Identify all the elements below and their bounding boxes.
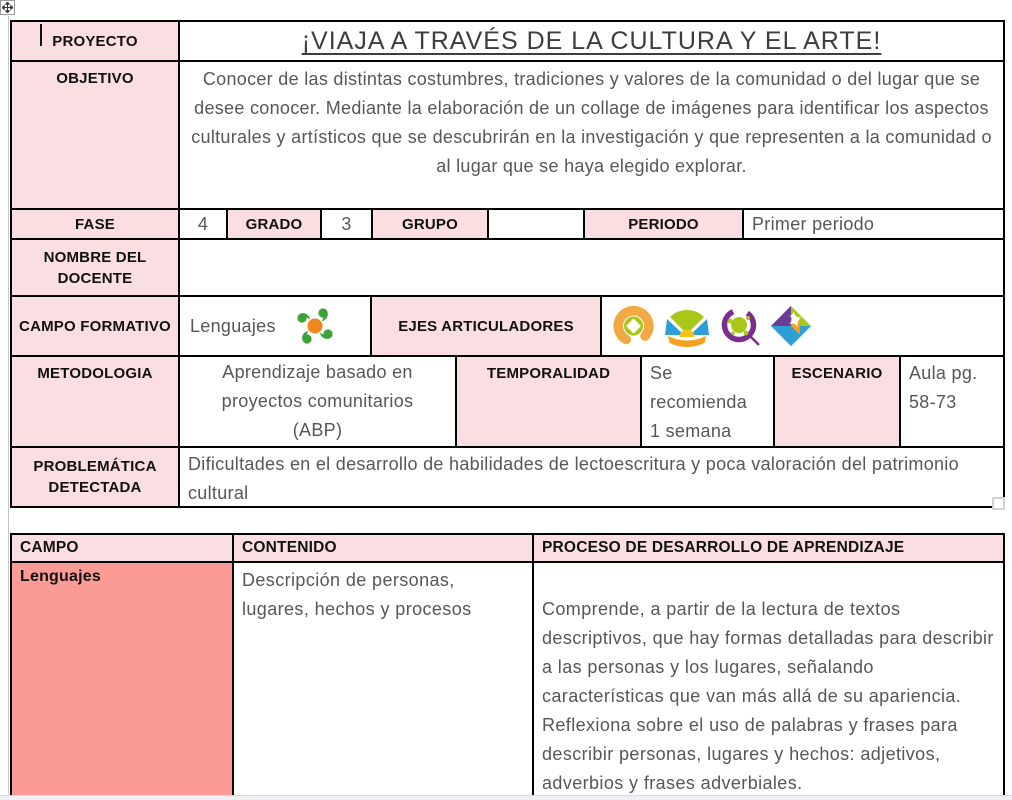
ejes-label-cell[interactable]: EJES ARTICULADORES bbox=[370, 297, 600, 355]
row-campo-formativo: CAMPO FORMATIVO Lenguajes EJES ARTICULAD… bbox=[12, 295, 1003, 355]
grupo-value-cell[interactable] bbox=[487, 210, 583, 238]
project-title: ¡VIAJA A TRAVÉS DE LA CULTURA Y EL ARTE! bbox=[301, 26, 882, 55]
campo-formativo-value-cell[interactable]: Lenguajes bbox=[178, 297, 370, 355]
row-docente: NOMBRE DEL DOCENTE bbox=[12, 238, 1003, 295]
campo-value-cell[interactable]: Lenguajes bbox=[12, 563, 232, 800]
campo-formativo-value: Lenguajes bbox=[190, 315, 276, 336]
periodo-label: PERIODO bbox=[628, 215, 699, 233]
grupo-label: GRUPO bbox=[401, 215, 458, 233]
content-body-row: Lenguajes Descripción de personas, lugar… bbox=[12, 561, 1003, 800]
ejes-articuladores-label: EJES ARTICULADORES bbox=[398, 317, 574, 335]
metodologia-label-cell[interactable]: METODOLOGIA bbox=[12, 357, 178, 446]
docente-label: NOMBRE DEL DOCENTE bbox=[43, 248, 147, 287]
contenido-value-cell[interactable]: Descripción de personas, lugares, hechos… bbox=[232, 563, 532, 800]
interculturalidad-fan-icon bbox=[665, 309, 709, 347]
grupo-label-cell[interactable]: GRUPO bbox=[371, 210, 487, 238]
periodo-label-cell[interactable]: PERIODO bbox=[583, 210, 742, 238]
problematica-label-cell[interactable]: PROBLEMÁTICA DETECTADA bbox=[12, 448, 178, 506]
proyecto-label: PROYECTO bbox=[52, 32, 138, 50]
text-cursor-caret bbox=[40, 24, 42, 46]
grado-value: 3 bbox=[341, 213, 352, 234]
proceso-header: PROCESO DE DESARROLLO DE APRENDIZAJE bbox=[542, 539, 905, 556]
objetivo-value-cell[interactable]: Conocer de las distintas costumbres, tra… bbox=[178, 62, 1003, 208]
row-proyecto: PROYECTO ¡VIAJA A TRAVÉS DE LA CULTURA Y… bbox=[12, 22, 1003, 60]
project-info-table: PROYECTO ¡VIAJA A TRAVÉS DE LA CULTURA Y… bbox=[10, 20, 1005, 508]
contenido-header-cell[interactable]: CONTENIDO bbox=[232, 535, 532, 561]
campo-value: Lenguajes bbox=[20, 568, 101, 585]
proceso-value-cell[interactable]: Comprende, a partir de la lectura de tex… bbox=[532, 563, 1003, 800]
escenario-value-cell[interactable]: Aula pg. 58-73 bbox=[899, 357, 1003, 446]
temporalidad-value: Se recomienda 1 semana bbox=[650, 363, 748, 441]
objetivo-text: Conocer de las distintas costumbres, tra… bbox=[191, 69, 992, 176]
artes-splat-icon bbox=[721, 307, 760, 346]
periodo-value: Primer periodo bbox=[752, 213, 875, 234]
metodologia-value: Aprendizaje basado en proyectos comunita… bbox=[221, 362, 414, 440]
proceso-header-cell[interactable]: PROCESO DE DESARROLLO DE APRENDIZAJE bbox=[532, 535, 1003, 561]
fase-label-cell[interactable]: FASE bbox=[12, 210, 178, 238]
inclusion-ring-icon bbox=[613, 305, 654, 347]
four-way-arrow-icon bbox=[2, 2, 13, 13]
objetivo-label: OBJETIVO bbox=[56, 70, 134, 87]
bottom-scroll-strip[interactable] bbox=[0, 795, 1012, 800]
content-table: CAMPO CONTENIDO PROCESO DE DESARROLLO DE… bbox=[10, 533, 1005, 800]
pensamiento-pinwheel-icon bbox=[770, 305, 812, 347]
problematica-value-cell[interactable]: Dificultades en el desarrollo de habilid… bbox=[178, 448, 1003, 506]
contenido-value: Descripción de personas, lugares, hechos… bbox=[242, 570, 472, 619]
grado-label: GRADO bbox=[245, 215, 303, 233]
campo-formativo-label-cell[interactable]: CAMPO FORMATIVO bbox=[12, 297, 178, 355]
metodologia-value-cell[interactable]: Aprendizaje basado en proyectos comunita… bbox=[178, 357, 455, 446]
proyecto-label-cell[interactable]: PROYECTO bbox=[12, 22, 178, 60]
contenido-header: CONTENIDO bbox=[242, 539, 337, 556]
temporalidad-label: TEMPORALIDAD bbox=[486, 365, 611, 382]
table-move-handle[interactable] bbox=[0, 0, 15, 15]
page-left-edge bbox=[8, 16, 9, 796]
docente-label-cell[interactable]: NOMBRE DEL DOCENTE bbox=[12, 240, 178, 295]
problematica-label: PROBLEMÁTICA DETECTADA bbox=[33, 458, 157, 496]
grado-value-cell[interactable]: 3 bbox=[320, 210, 371, 238]
fase-value: 4 bbox=[197, 213, 209, 234]
docente-value-cell[interactable] bbox=[178, 240, 1003, 295]
row-problematica: PROBLEMÁTICA DETECTADA Dificultades en e… bbox=[12, 446, 1003, 506]
campo-header-cell[interactable]: CAMPO bbox=[12, 535, 232, 561]
proceso-value: Comprende, a partir de la lectura de tex… bbox=[542, 599, 994, 793]
campo-header: CAMPO bbox=[20, 539, 79, 556]
ejes-icons-cell[interactable] bbox=[600, 297, 1003, 355]
lenguajes-swirl-icon bbox=[297, 308, 333, 344]
escenario-label-cell[interactable]: ESCENARIO bbox=[773, 357, 899, 446]
problematica-value: Dificultades en el desarrollo de habilid… bbox=[188, 454, 959, 503]
row-metodologia: METODOLOGIA Aprendizaje basado en proyec… bbox=[12, 355, 1003, 446]
campo-formativo-label: CAMPO FORMATIVO bbox=[19, 317, 171, 335]
proyecto-value-cell[interactable]: ¡VIAJA A TRAVÉS DE LA CULTURA Y EL ARTE! bbox=[178, 22, 1003, 60]
fase-value-cell[interactable]: 4 bbox=[178, 210, 226, 238]
table-resize-handle[interactable] bbox=[992, 497, 1005, 510]
periodo-value-cell[interactable]: Primer periodo bbox=[742, 210, 1003, 238]
content-header-row: CAMPO CONTENIDO PROCESO DE DESARROLLO DE… bbox=[12, 535, 1003, 561]
temporalidad-value-cell[interactable]: Se recomienda 1 semana bbox=[640, 357, 773, 446]
grado-label-cell[interactable]: GRADO bbox=[226, 210, 320, 238]
escenario-label: ESCENARIO bbox=[791, 365, 883, 382]
temporalidad-label-cell[interactable]: TEMPORALIDAD bbox=[455, 357, 640, 446]
fase-label: FASE bbox=[75, 215, 115, 233]
objetivo-label-cell[interactable]: OBJETIVO bbox=[12, 62, 178, 208]
metodologia-label: METODOLOGIA bbox=[37, 365, 153, 382]
escenario-value: Aula pg. 58-73 bbox=[909, 363, 978, 412]
row-fase: FASE 4 GRADO 3 GRUPO PERIODO Primer peri… bbox=[12, 208, 1003, 238]
row-objetivo: OBJETIVO Conocer de las distintas costum… bbox=[12, 60, 1003, 208]
